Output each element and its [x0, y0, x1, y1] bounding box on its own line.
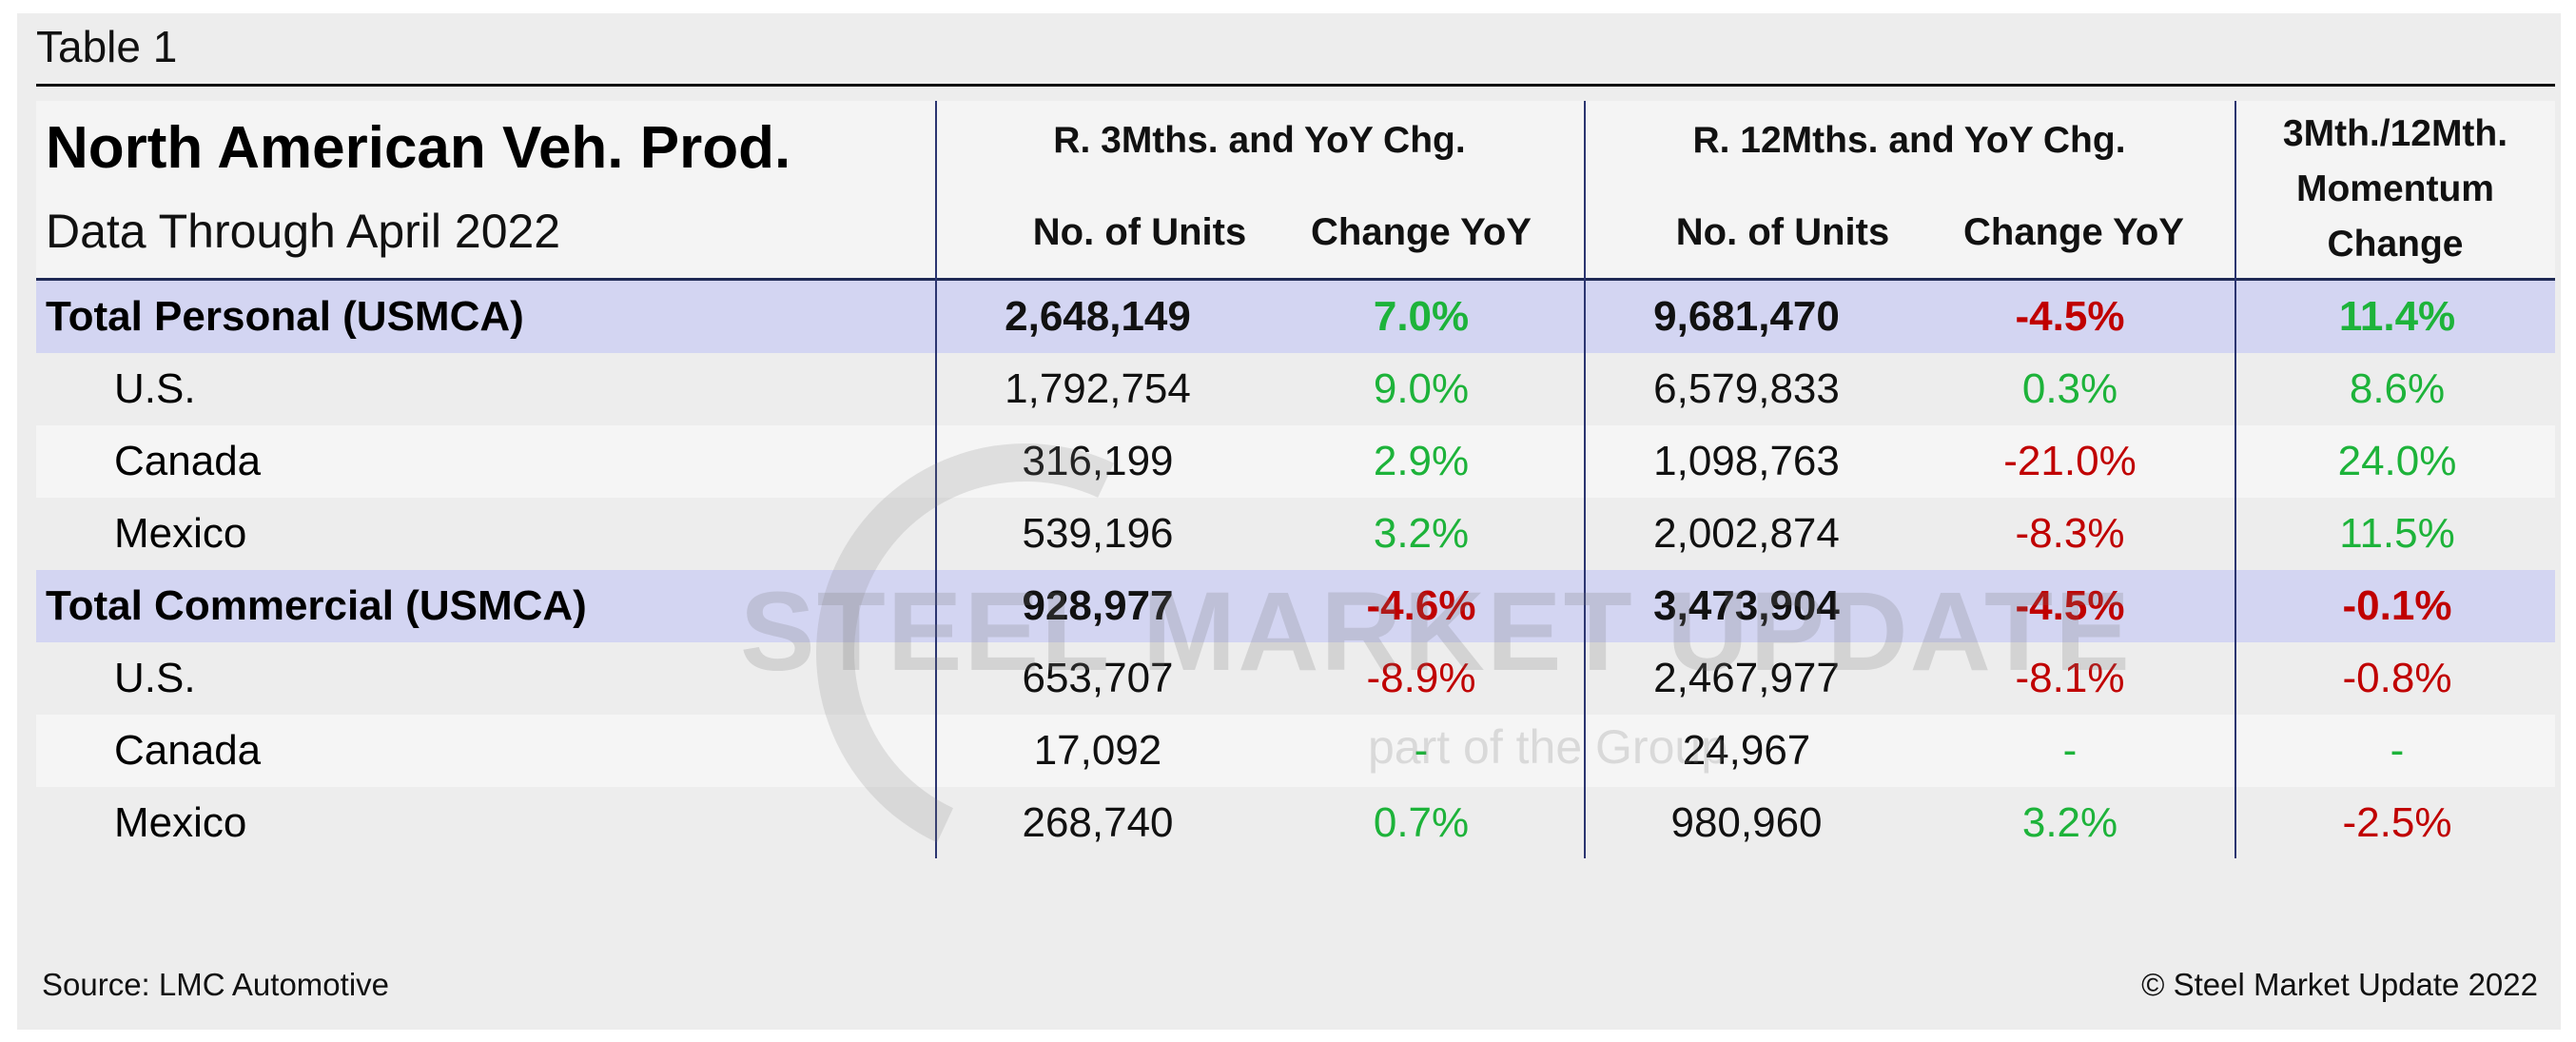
cell-units-12m: 2,467,977: [1653, 655, 1840, 701]
cell-chg-12m: -8.3%: [2015, 510, 2125, 557]
cell-chg-12m: -8.1%: [2015, 655, 2125, 701]
table-row: Total Personal (USMCA) 2,648,149 7.0% 9,681…: [36, 281, 2555, 353]
row-label: Mexico: [114, 799, 247, 846]
row-label: Total Personal (USMCA): [46, 293, 524, 340]
cell-chg-3m: 9.0%: [1373, 365, 1470, 412]
header-momentum: 3Mth./12Mth. Momentum Change: [2235, 107, 2555, 272]
table-row: U.S. 653,707 -8.9% 2,467,977 -8.1% -0.8%: [36, 642, 2555, 715]
cell-chg-12m: -4.5%: [2015, 582, 2125, 629]
row-label: Canada: [114, 727, 262, 774]
header-units-3m: No. of Units: [1032, 211, 1247, 253]
copyright-note: © Steel Market Update 2022: [2141, 967, 2538, 1002]
cell-momentum: 11.5%: [2339, 510, 2455, 557]
cell-units-12m: 6,579,833: [1653, 365, 1840, 412]
cell-chg-12m: 3.2%: [2021, 799, 2118, 846]
cell-units-12m: 2,002,874: [1653, 510, 1840, 557]
cell-momentum: -: [2390, 727, 2405, 774]
row-label: U.S.: [114, 365, 196, 412]
cell-momentum: 11.4%: [2338, 293, 2456, 340]
cell-momentum: 24.0%: [2337, 438, 2457, 484]
table-title: North American Veh. Prod.: [46, 115, 791, 181]
cell-chg-3m: 0.7%: [1373, 799, 1470, 846]
header-change-3m: Change YoY: [1311, 211, 1532, 253]
header-change-12m: Change YoY: [1963, 211, 2184, 253]
table-row: Canada 316,199 2.9% 1,098,763 -21.0% 24.0%: [36, 425, 2555, 498]
cell-momentum: -2.5%: [2342, 799, 2452, 846]
cell-units-3m: 928,977: [1022, 582, 1174, 629]
table-row: Mexico 539,196 3.2% 2,002,874 -8.3% 11.5%: [36, 498, 2555, 570]
table-caption: Table 1: [36, 22, 178, 71]
header-group-12-months: R. 12Mths. and YoY Chg.: [1692, 120, 2126, 161]
header-units-12m: No. of Units: [1675, 211, 1890, 253]
header-momentum-line2: Momentum: [2296, 168, 2494, 209]
cell-chg-12m: -4.5%: [2015, 293, 2125, 340]
cell-units-12m: 9,681,470: [1653, 293, 1840, 340]
header-group-3-months: R. 3Mths. and YoY Chg.: [1053, 120, 1466, 161]
header-divider: [36, 278, 2555, 281]
table-row: Canada 17,092 - 24,967 - -: [36, 715, 2555, 787]
column-divider: [1584, 101, 1586, 858]
row-label: Canada: [114, 438, 262, 484]
row-label: U.S.: [114, 655, 196, 701]
cell-momentum: 8.6%: [2349, 365, 2446, 412]
cell-units-3m: 2,648,149: [1005, 293, 1191, 340]
cell-chg-3m: 2.9%: [1373, 438, 1470, 484]
cell-chg-12m: -: [2062, 727, 2078, 774]
cell-units-3m: 316,199: [1022, 438, 1174, 484]
cell-chg-12m: -21.0%: [2003, 438, 2137, 484]
cell-momentum: -0.1%: [2342, 582, 2452, 629]
table-subtitle: Data Through April 2022: [46, 205, 561, 258]
cell-units-3m: 653,707: [1022, 655, 1174, 701]
column-divider: [935, 101, 937, 858]
row-label: Mexico: [114, 510, 247, 557]
cell-units-12m: 980,960: [1670, 799, 1823, 846]
header-momentum-line3: Change: [2327, 224, 2464, 265]
cell-units-3m: 17,092: [1033, 727, 1162, 774]
row-label: Total Commercial (USMCA): [46, 582, 587, 629]
header-momentum-line1: 3Mth./12Mth.: [2282, 113, 2508, 154]
caption-divider: [36, 84, 2555, 87]
cell-chg-3m: -: [1414, 727, 1429, 774]
cell-chg-12m: 0.3%: [2021, 365, 2118, 412]
table-row: Mexico 268,740 0.7% 980,960 3.2% -2.5%: [36, 787, 2555, 859]
cell-chg-3m: 3.2%: [1373, 510, 1470, 557]
cell-chg-3m: 7.0%: [1373, 293, 1470, 340]
cell-units-3m: 268,740: [1022, 799, 1174, 846]
cell-units-3m: 539,196: [1022, 510, 1174, 557]
cell-chg-3m: -8.9%: [1366, 655, 1476, 701]
cell-units-12m: 3,473,904: [1653, 582, 1840, 629]
column-divider: [2234, 101, 2236, 858]
cell-units-3m: 1,792,754: [1005, 365, 1191, 412]
cell-units-12m: 1,098,763: [1653, 438, 1840, 484]
source-note: Source: LMC Automotive: [42, 967, 389, 1002]
vehicle-production-table: Total Personal (USMCA) 2,648,149 7.0% 9,681…: [36, 101, 2555, 921]
cell-units-12m: 24,967: [1682, 727, 1811, 774]
cell-chg-3m: -4.6%: [1366, 582, 1476, 629]
table-row: Total Commercial (USMCA) 928,977 -4.6% 3,47…: [36, 570, 2555, 642]
table-row: U.S. 1,792,754 9.0% 6,579,833 0.3% 8.6%: [36, 353, 2555, 425]
cell-momentum: -0.8%: [2342, 655, 2452, 701]
